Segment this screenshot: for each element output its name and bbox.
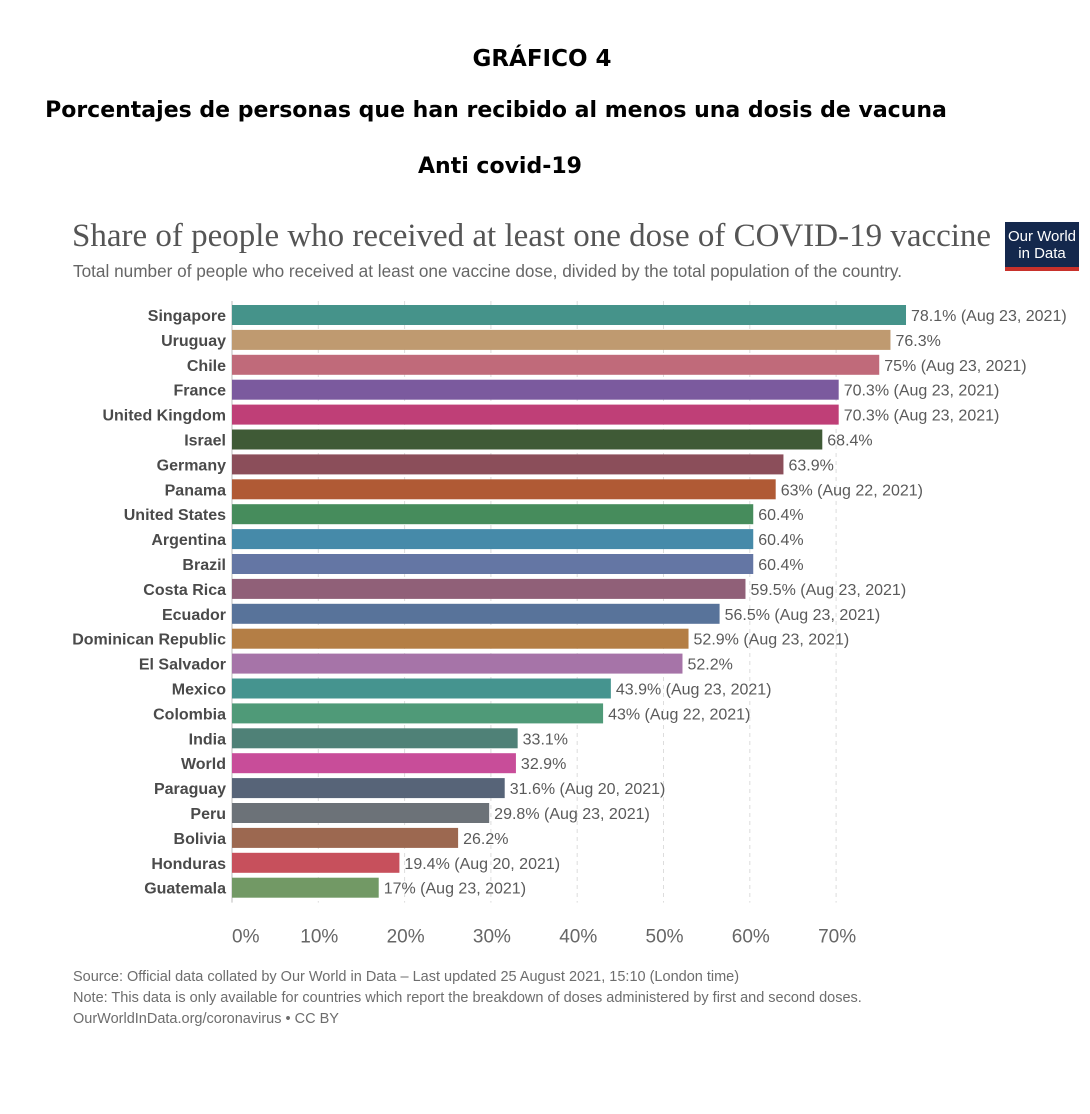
bar bbox=[232, 877, 379, 898]
bar bbox=[232, 529, 754, 550]
data-note: Note: This data is only available for co… bbox=[73, 990, 862, 1006]
x-tick-label: 20% bbox=[387, 927, 425, 948]
category-label: Dominican Republic bbox=[72, 632, 226, 649]
value-label: 60.4% bbox=[758, 532, 803, 549]
value-label: 31.6% (Aug 20, 2021) bbox=[510, 781, 666, 798]
value-label: 19.4% (Aug 20, 2021) bbox=[404, 856, 560, 873]
value-label: 60.4% bbox=[758, 507, 803, 524]
bar bbox=[232, 728, 518, 749]
category-label: Israel bbox=[184, 433, 226, 450]
logo-line2: in Data bbox=[1018, 245, 1066, 262]
x-tick-label: 70% bbox=[818, 927, 856, 948]
category-label: Uruguay bbox=[161, 333, 226, 350]
bar bbox=[232, 753, 516, 774]
bar bbox=[232, 778, 505, 799]
category-label: Panama bbox=[165, 482, 226, 499]
bar bbox=[232, 678, 611, 699]
x-tick-label: 50% bbox=[646, 927, 684, 948]
value-label: 52.9% (Aug 23, 2021) bbox=[694, 632, 850, 649]
bar bbox=[232, 603, 720, 624]
category-label: India bbox=[189, 731, 226, 748]
category-label: Ecuador bbox=[162, 607, 226, 624]
x-tick-label: 30% bbox=[473, 927, 511, 948]
category-label: Bolivia bbox=[174, 831, 227, 848]
owid-logo[interactable]: Our World in Data bbox=[1005, 222, 1079, 271]
value-label: 60.4% bbox=[758, 557, 803, 574]
figure-title-line1: Porcentajes de personas que han recibido… bbox=[45, 98, 947, 123]
license-link[interactable]: OurWorldInData.org/coronavirus • CC BY bbox=[73, 1011, 339, 1027]
category-label: Chile bbox=[187, 358, 226, 375]
value-label: 43% (Aug 22, 2021) bbox=[608, 706, 750, 723]
category-label: Argentina bbox=[151, 532, 226, 549]
bar bbox=[232, 454, 784, 475]
bar bbox=[232, 479, 776, 500]
category-label: El Salvador bbox=[139, 657, 226, 674]
logo-line1: Our World bbox=[1007, 228, 1077, 245]
value-label: 63% (Aug 22, 2021) bbox=[781, 482, 923, 499]
value-label: 75% (Aug 23, 2021) bbox=[884, 358, 1026, 375]
bar bbox=[232, 827, 459, 848]
value-label: 32.9% bbox=[521, 756, 566, 773]
value-label: 78.1% (Aug 23, 2021) bbox=[911, 308, 1067, 325]
value-label: 56.5% (Aug 23, 2021) bbox=[725, 607, 881, 624]
figure-label: GRÁFICO 4 bbox=[472, 46, 612, 72]
bar bbox=[232, 329, 891, 350]
category-label: Honduras bbox=[151, 856, 226, 873]
category-label: Brazil bbox=[182, 557, 226, 574]
value-label: 70.3% (Aug 23, 2021) bbox=[844, 408, 1000, 425]
value-label: 26.2% bbox=[463, 831, 508, 848]
bar bbox=[232, 554, 754, 574]
figure-title-line2: Anti covid-19 bbox=[418, 154, 582, 179]
category-label: United Kingdom bbox=[102, 408, 226, 425]
value-label: 52.2% bbox=[687, 657, 732, 674]
category-label: Costa Rica bbox=[143, 582, 226, 599]
x-tick-label: 0% bbox=[232, 927, 260, 948]
bar bbox=[232, 628, 689, 649]
category-label: United States bbox=[124, 507, 226, 524]
bar bbox=[232, 578, 746, 599]
chart-subtitle: Total number of people who received at l… bbox=[73, 261, 903, 281]
value-label: 70.3% (Aug 23, 2021) bbox=[844, 383, 1000, 400]
bar bbox=[232, 703, 604, 724]
value-label: 63.9% bbox=[788, 457, 833, 474]
category-label: France bbox=[174, 383, 227, 400]
value-label: 43.9% (Aug 23, 2021) bbox=[616, 682, 772, 699]
bar bbox=[232, 803, 490, 823]
value-label: 76.3% bbox=[895, 333, 940, 350]
bar bbox=[232, 653, 683, 674]
category-label: Mexico bbox=[172, 682, 226, 699]
category-label: Singapore bbox=[148, 308, 226, 325]
chart-title: Share of people who received at least on… bbox=[72, 218, 992, 254]
category-label: Guatemala bbox=[144, 881, 226, 898]
bar bbox=[232, 354, 880, 375]
value-label: 29.8% (Aug 23, 2021) bbox=[494, 806, 650, 823]
x-tick-label: 40% bbox=[559, 927, 597, 948]
category-label: Germany bbox=[157, 457, 226, 474]
category-label: Colombia bbox=[153, 706, 226, 723]
bar bbox=[232, 379, 839, 400]
category-label: Paraguay bbox=[154, 781, 226, 798]
x-tick-label: 10% bbox=[300, 927, 338, 948]
category-label: World bbox=[181, 756, 226, 773]
bar bbox=[232, 305, 907, 325]
bar bbox=[232, 404, 839, 425]
bar-chart: 0% 10% 20% 30% 40% 50% 60% 70% Singapore 78.1% (A… bbox=[72, 301, 1067, 948]
source-note: Source: Official data collated by Our Wo… bbox=[73, 969, 740, 985]
bar bbox=[232, 504, 754, 525]
value-label: 68.4% bbox=[827, 433, 872, 450]
value-label: 17% (Aug 23, 2021) bbox=[384, 881, 526, 898]
bar bbox=[232, 429, 823, 450]
category-label: Peru bbox=[190, 806, 226, 823]
value-label: 59.5% (Aug 23, 2021) bbox=[750, 582, 906, 599]
bar bbox=[232, 852, 400, 873]
x-tick-label: 60% bbox=[732, 927, 770, 948]
value-label: 33.1% bbox=[523, 731, 568, 748]
